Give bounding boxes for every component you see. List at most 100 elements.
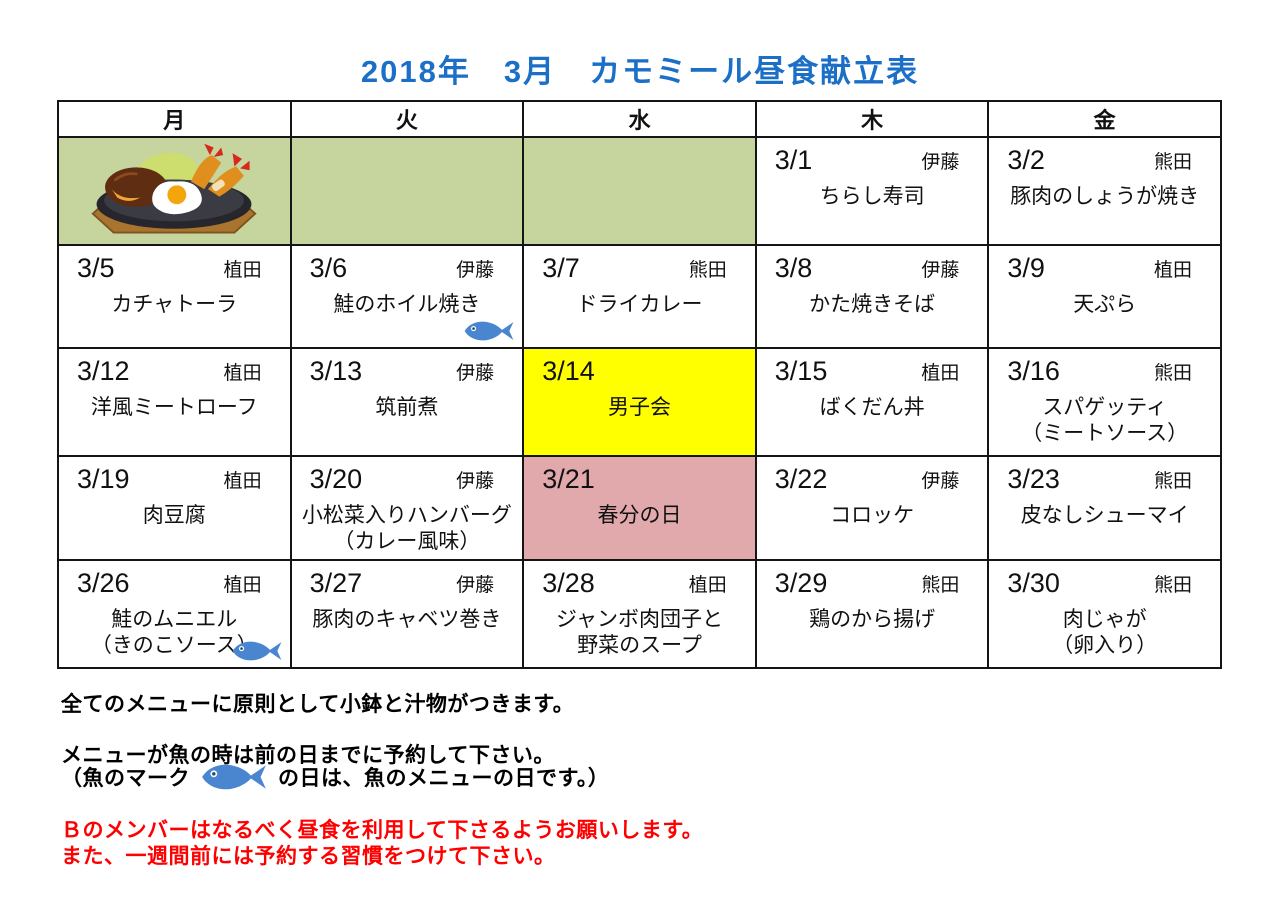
cell-date: 3/27 (309, 568, 363, 598)
cell-date: 3/26 (77, 568, 130, 598)
cell-staff: 植田 (921, 363, 960, 385)
cell-staff: 植田 (223, 363, 262, 385)
cell-menu: 肉じゃが (1062, 608, 1147, 631)
cell-date: 3/8 (774, 253, 813, 283)
cell-staff: 熊田 (1153, 471, 1192, 493)
cell-staff: 熊田 (1153, 363, 1192, 385)
cell-staff: 植田 (688, 575, 727, 597)
calendar-cell-3-8: 3/8 伊藤 かた焼きそば (754, 244, 990, 349)
calendar-cell-3-9: 3/9 植田 天ぷら (987, 244, 1222, 349)
cell-menu: ジャンボ肉団子と (556, 608, 723, 631)
cell-menu: 小松菜入りハンバーグ (301, 504, 512, 527)
cell-menu: 筑前煮 (375, 396, 439, 419)
fish-icon (232, 641, 281, 661)
cell-date: 3/6 (309, 253, 348, 283)
cell-menu: 鮭のムニエル (111, 608, 238, 631)
calendar-cell-3-6: 3/6 伊藤 鮭のホイル焼き (289, 244, 525, 349)
calendar-cell-3-30: 3/30 熊田 肉じゃが （卵入り） (987, 559, 1222, 669)
calendar-cell-3-19: 3/19 植田 肉豆腐 (57, 455, 292, 561)
cell-date: 3/9 (1007, 253, 1045, 283)
cell-date: 3/2 (1007, 145, 1045, 175)
calendar-cell-3-27: 3/27 伊藤 豚肉のキャベツ巻き (289, 559, 525, 669)
calendar-cell-3-26: 3/26 植田 鮭のムニエル （きのこソース） (57, 559, 292, 669)
cell-staff: 植田 (223, 575, 262, 597)
cell-staff: 植田 (1153, 260, 1192, 282)
calendar-cell-3-1: 3/1 伊藤 ちらし寿司 (754, 136, 990, 246)
note-fish-prefix: （魚のマーク (61, 767, 190, 790)
cell-menu: スパゲッティ (1042, 396, 1168, 419)
cell-staff: 伊藤 (921, 152, 960, 174)
cell-staff: 熊田 (688, 260, 727, 282)
calendar-week-row: 3/12 植田 洋風ミートローフ 3/13 伊藤 筑前煮 3/14 男子会 3/15… (57, 347, 1222, 457)
page-title: 2018年 3月 カモミール昼食献立表 (360, 54, 920, 89)
cell-date: 3/13 (309, 356, 363, 386)
cell-date: 3/12 (77, 356, 130, 386)
cell-staff: 熊田 (921, 575, 960, 597)
calendar-cell-illustration (57, 136, 292, 246)
calendar-week-row: 3/5 植田 カチャトーラ 3/6 伊藤 鮭のホイル焼き 3/7 熊田 ドライカレー … (57, 244, 1222, 349)
cell-menu: 豚肉のしょうが焼き (1010, 185, 1200, 208)
calendar-cell-3-16: 3/16 熊田 スパゲッティ （ミートソース） (987, 347, 1222, 457)
cell-menu-line2: （きのこソース） (90, 634, 258, 658)
cell-date: 3/22 (774, 464, 828, 494)
cell-date: 3/5 (77, 253, 115, 283)
cell-menu: ちらし寿司 (819, 185, 925, 208)
cell-date: 3/29 (774, 568, 828, 598)
calendar-cell-3-13: 3/13 伊藤 筑前煮 (289, 347, 525, 457)
cell-menu: 男子会 (607, 396, 671, 419)
cell-menu: かた焼きそば (809, 293, 936, 316)
day-header-fri: 金 (987, 100, 1222, 138)
cell-date: 3/19 (77, 464, 130, 494)
cell-staff: 伊藤 (921, 260, 960, 282)
calendar-cell-3-21-holiday: 3/21 春分の日 (522, 455, 757, 561)
cell-staff: 熊田 (1153, 152, 1192, 174)
calendar-cell-empty (522, 136, 757, 246)
red-note-reserve-week-ahead: また、一週間前には予約する習慣をつけて下さい。 (61, 845, 556, 868)
cell-menu: 豚肉のキャベツ巻き (312, 608, 502, 631)
cell-menu: 鮭のホイル焼き (333, 293, 481, 316)
calendar-cell-3-5: 3/5 植田 カチャトーラ (57, 244, 292, 349)
cell-menu-line2: 野菜のスープ (577, 634, 702, 658)
red-note-use-lunch: Ｂのメンバーはなるべく昼食を利用して下さるようお願いします。 (61, 819, 704, 842)
cell-menu: カチャトーラ (111, 293, 238, 316)
cell-date: 3/21 (542, 464, 595, 494)
cell-menu: 春分の日 (597, 504, 682, 527)
cell-staff: 伊藤 (456, 260, 495, 282)
calendar-cell-3-23: 3/23 熊田 皮なしシューマイ (987, 455, 1222, 561)
cell-menu: 鶏のから揚げ (809, 608, 936, 631)
note-fish-mark-legend: （魚のマーク の日は、魚のメニューの日です。） (61, 760, 609, 794)
day-header-tue: 火 (289, 100, 525, 138)
cell-date: 3/28 (542, 568, 595, 598)
cell-date: 3/1 (774, 145, 813, 175)
cell-menu-line2: （卵入り） (1052, 634, 1158, 658)
cell-staff: 植田 (223, 260, 262, 282)
calendar-cell-3-2: 3/2 熊田 豚肉のしょうが焼き (987, 136, 1222, 246)
calendar-week-row: 3/26 植田 鮭のムニエル （きのこソース） 3/27 伊藤 豚肉のキャベツ巻き … (57, 559, 1222, 669)
cell-staff: 伊藤 (921, 471, 960, 493)
cell-date: 3/16 (1007, 356, 1060, 386)
calendar-cell-3-20: 3/20 伊藤 小松菜入りハンバーグ （カレー風味） (289, 455, 525, 561)
cell-menu: コロッケ (830, 504, 915, 527)
note-fish-suffix: の日は、魚のメニューの日です。） (278, 767, 610, 790)
cell-date: 3/20 (309, 464, 363, 494)
cell-staff: 伊藤 (456, 471, 495, 493)
lunch-plate-illustration (91, 143, 257, 234)
cell-staff: 伊藤 (456, 363, 495, 385)
cell-staff: 植田 (223, 471, 262, 493)
fish-icon (202, 764, 266, 790)
cell-date: 3/23 (1007, 464, 1060, 494)
cell-menu-line2: （ミートソース） (1021, 422, 1189, 446)
day-header-row: 月 火 水 木 金 (57, 100, 1222, 138)
cell-menu: 皮なしシューマイ (1020, 504, 1189, 527)
calendar-cell-empty (289, 136, 525, 246)
cell-date: 3/7 (542, 253, 580, 283)
cell-staff: 熊田 (1153, 575, 1192, 597)
calendar-cell-3-12: 3/12 植田 洋風ミートローフ (57, 347, 292, 457)
calendar-cell-3-14-event: 3/14 男子会 (522, 347, 757, 457)
calendar-week-row: 3/1 伊藤 ちらし寿司 3/2 熊田 豚肉のしょうが焼き (57, 136, 1222, 246)
cell-menu-line2: （カレー風味） (333, 530, 481, 554)
calendar-cell-3-7: 3/7 熊田 ドライカレー (522, 244, 757, 349)
calendar-week-row: 3/19 植田 肉豆腐 3/20 伊藤 小松菜入りハンバーグ （カレー風味） 3/2… (57, 455, 1222, 561)
cell-staff: 伊藤 (456, 575, 495, 597)
cell-menu: 洋風ミートローフ (90, 396, 258, 419)
